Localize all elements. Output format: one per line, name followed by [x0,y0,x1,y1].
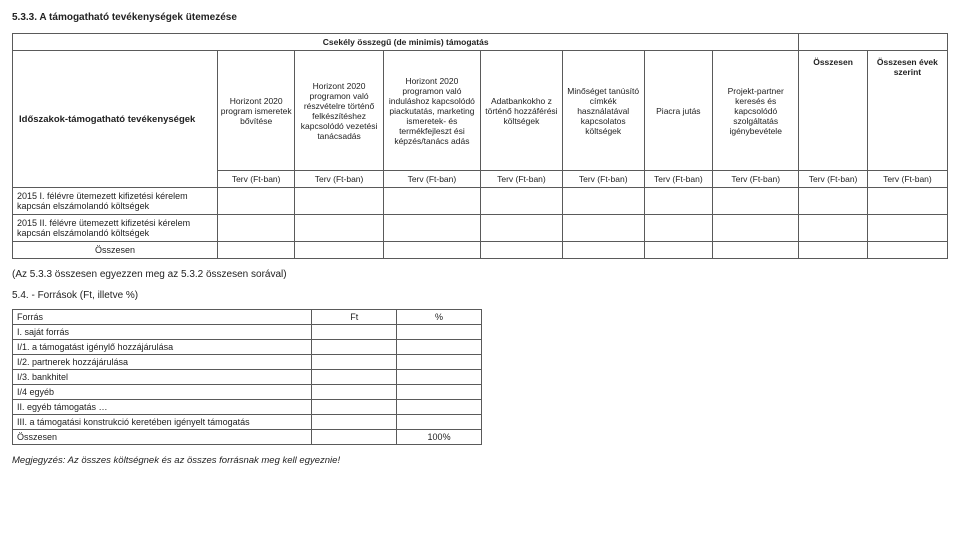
src-col-1: Forrás [13,310,312,325]
table-row-total: Összesen [13,242,947,259]
section-title: 5.3.3. A támogatható tevékenységek üteme… [12,12,948,23]
terv-3: Terv (Ft-ban) [481,171,563,188]
osszesen-label: Összesen [13,242,217,259]
row-label-0: 2015 I. félévre ütemezett kifizetési kér… [13,188,217,215]
col-h1: Horizont 2020 programon való részvételre… [295,51,383,171]
footnote: Megjegyzés: Az összes költségnek és az ö… [12,455,948,466]
period-header: Időszakok-támogatható tevékenységek [13,51,217,188]
src-row-2: I/2. partnerek hozzájárulása [13,355,312,370]
table-row: III. a támogatási konstrukció keretében … [13,415,482,430]
src-row-1: I/1. a támogatást igénylő hozzájárulása [13,340,312,355]
src-col-2: Ft [312,310,397,325]
table-row: I. saját forrás [13,325,482,340]
table-row: 2015 I. félévre ütemezett kifizetési kér… [13,188,947,215]
col-h0: Horizont 2020 program ismeretek bővítése [217,51,294,171]
src-row-5: II. egyéb támogatás … [13,400,312,415]
src-row-3: I/3. bankhitel [13,370,312,385]
src-row-4: I/4 egyéb [13,385,312,400]
col-h7: Összesen [799,51,868,171]
src-row-0: I. saját forrás [13,325,312,340]
col-h4: Minőséget tanúsító címkék használatával … [562,51,644,171]
timeline-table-frame: Csekély összegű (de minimis) támogatás I… [12,33,948,259]
terv-0: Terv (Ft-ban) [217,171,294,188]
table-row: Összesen 100% [13,430,482,445]
row-label-1: 2015 II. félévre ütemezett kifizetési ké… [13,215,217,242]
src-total-label: Összesen [13,430,312,445]
terv-2: Terv (Ft-ban) [383,171,480,188]
terv-7: Terv (Ft-ban) [799,171,868,188]
col-h3: Adatbankokho z történő hozzáférési költs… [481,51,563,171]
sources-table: Forrás Ft % I. saját forrás I/1. a támog… [12,309,482,445]
table-row: I/3. bankhitel [13,370,482,385]
table-row: 2015 II. félévre ütemezett kifizetési ké… [13,215,947,242]
de-minimis-label: Csekély összegű (de minimis) támogatás [13,34,799,51]
terv-1: Terv (Ft-ban) [295,171,383,188]
terv-4: Terv (Ft-ban) [562,171,644,188]
table-row: I/2. partnerek hozzájárulása [13,355,482,370]
col-h-last: Összesen évek szerint [867,51,947,171]
col-h2: Horizont 2020 programon való induláshoz … [383,51,480,171]
terv-8: Terv (Ft-ban) [867,171,947,188]
col-h5: Piacra jutás [644,51,713,171]
note-533: (Az 5.3.3 összesen egyezzen meg az 5.3.2… [12,269,948,280]
src-col-3: % [397,310,482,325]
table-row: I/1. a támogatást igénylő hozzájárulása [13,340,482,355]
src-row-6: III. a támogatási konstrukció keretében … [13,415,312,430]
col-h6: Projekt-partner keresés és kapcsolódó sz… [713,51,799,171]
terv-6: Terv (Ft-ban) [713,171,799,188]
table-row: II. egyéb támogatás … [13,400,482,415]
table-row: I/4 egyéb [13,385,482,400]
sources-heading: 5.4. - Források (Ft, illetve %) [12,290,948,301]
src-total-pct: 100% [397,430,482,445]
terv-5: Terv (Ft-ban) [644,171,713,188]
